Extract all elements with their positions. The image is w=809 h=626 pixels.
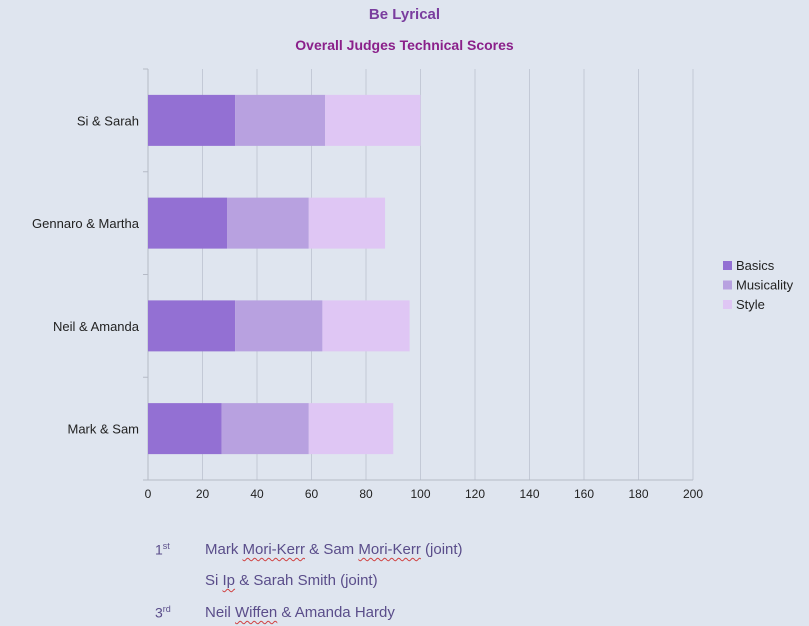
result-line-1: Mark Mori-Kerr & Sam Mori-Kerr (joint)	[205, 541, 463, 558]
category-label: Si & Sarah	[77, 113, 139, 128]
legend-swatch-style	[723, 300, 732, 309]
bar-musicality-4	[221, 403, 309, 455]
legend-swatch-musicality	[723, 280, 732, 290]
result-line-2: Si Ip & Sarah Smith (joint)	[205, 572, 378, 589]
bar-basics-3	[148, 300, 236, 352]
bar-style-4	[308, 403, 394, 455]
bar-basics-1	[148, 94, 236, 146]
category-label: Mark & Sam	[67, 422, 139, 437]
x-tick-label: 40	[250, 487, 264, 501]
bar-style-2	[308, 197, 386, 249]
bar-style-1	[325, 94, 421, 146]
bar-musicality-1	[235, 94, 326, 146]
result-line-3: Neil Wiffen & Amanda Hardy	[205, 604, 395, 621]
legend-label-basics: Basics	[736, 258, 775, 273]
bar-musicality-2	[227, 197, 309, 249]
chart-title: Be Lyrical	[368, 6, 441, 23]
legend-swatch-basics	[723, 261, 732, 270]
place-first: 1st	[155, 541, 170, 558]
x-tick-label: 100	[410, 487, 430, 501]
x-tick-label: 200	[683, 487, 703, 501]
x-tick-label: 60	[305, 487, 319, 501]
legend-label-musicality: Musicality	[736, 278, 794, 293]
place-third: 3rd	[155, 604, 171, 621]
x-tick-label: 80	[359, 487, 373, 501]
x-tick-label: 20	[196, 487, 210, 501]
bar-style-3	[322, 300, 410, 352]
bar-basics-2	[148, 197, 228, 249]
x-tick-label: 160	[574, 487, 594, 501]
category-label: Gennaro & Martha	[32, 216, 140, 231]
x-tick-label: 180	[628, 487, 648, 501]
legend-label-style: Style	[736, 297, 765, 312]
x-tick-label: 0	[145, 487, 152, 501]
bar-basics-4	[148, 403, 222, 455]
category-label: Neil & Amanda	[53, 319, 140, 334]
x-tick-label: 120	[465, 487, 485, 501]
chart-subtitle: Overall Judges Technical Scores	[295, 37, 514, 53]
bar-musicality-3	[235, 300, 323, 352]
x-tick-label: 140	[519, 487, 539, 501]
